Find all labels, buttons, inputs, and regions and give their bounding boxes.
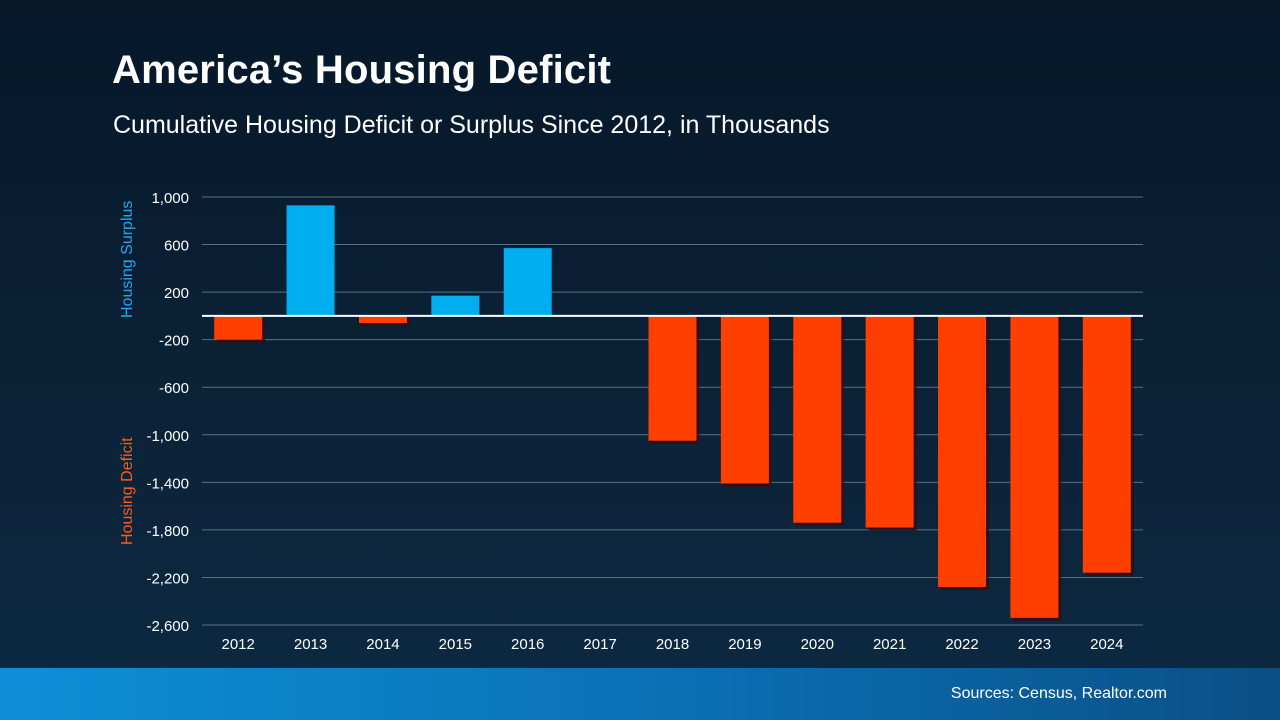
x-tick-label: 2013 [294, 636, 327, 653]
x-tick-label: 2019 [728, 636, 761, 653]
bar-2014 [358, 315, 407, 324]
y-tick-label: -1,800 [146, 523, 189, 540]
x-tick-label: 2021 [873, 636, 906, 653]
bar-2013 [286, 205, 335, 316]
y-tick-label: -1,400 [146, 475, 189, 492]
y-tick-label: -200 [159, 333, 189, 350]
y-tick-label: 200 [164, 285, 189, 302]
y-tick-label: 1,000 [151, 190, 189, 207]
y-tick-label: -1,000 [146, 428, 189, 445]
x-tick-label: 2022 [945, 636, 978, 653]
y-tick-label: 600 [164, 238, 189, 255]
bar-2012 [214, 315, 263, 340]
x-tick-label: 2017 [583, 636, 616, 653]
y-tick-label: -2,600 [146, 618, 189, 635]
bar-2023 [1010, 315, 1059, 618]
bar-2019 [720, 315, 769, 484]
x-tick-label: 2012 [222, 636, 255, 653]
x-tick-label: 2018 [656, 636, 689, 653]
x-tick-label: 2024 [1090, 636, 1123, 653]
page-subtitle: Cumulative Housing Deficit or Surplus Si… [113, 111, 830, 139]
page-title: America’s Housing Deficit [112, 48, 612, 92]
x-tick-label: 2015 [439, 636, 472, 653]
bar-2015 [431, 295, 480, 316]
x-tick-label: 2014 [366, 636, 399, 653]
y-tick-label: -600 [159, 380, 189, 397]
source-text: Sources: Census, Realtor.com [950, 685, 1167, 702]
bar-2020 [793, 315, 842, 523]
footer-bar: Sources: Census, Realtor.com [0, 668, 1280, 720]
x-tick-label: 2023 [1018, 636, 1051, 653]
y-tick-label: -2,200 [146, 570, 189, 587]
bar-2021 [865, 315, 914, 528]
x-tick-label: 2020 [801, 636, 834, 653]
x-tick-label: 2016 [511, 636, 544, 653]
bar-2018 [648, 315, 697, 441]
bar-2024 [1082, 315, 1131, 573]
bar-2022 [938, 315, 987, 587]
bar-2016 [503, 248, 552, 316]
bar-chart: 1,000 600 200 -200 -600 -1,000 -1,400 -1,800 -2,… [146, 190, 1143, 653]
